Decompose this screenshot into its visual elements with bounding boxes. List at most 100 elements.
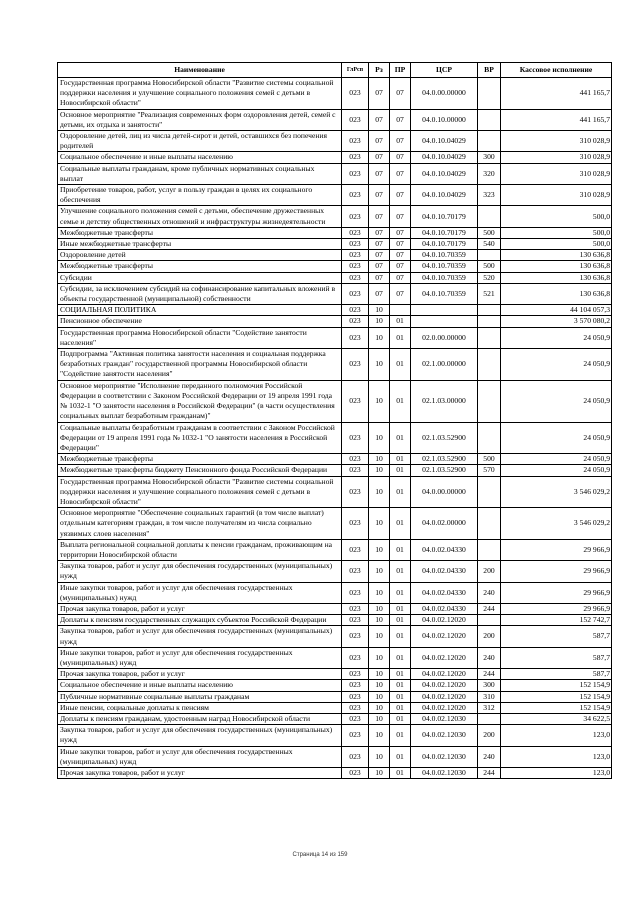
cell-csr: 04.0.02.12020	[410, 646, 478, 670]
cell-csr: 04.0.00.00000	[410, 77, 478, 110]
cell-glrsp: 023	[341, 668, 369, 681]
cell-glrsp: 023	[341, 226, 369, 240]
table-row: Прочая закупка товаров, работ и услуг 023…	[57, 766, 612, 780]
cell-vr	[477, 304, 501, 317]
cell-name: Субсидии, за исключением субсидий на соф…	[57, 282, 342, 306]
cell-amount: 24 050,9	[500, 326, 612, 350]
cell-amount: 34 622,5	[500, 712, 612, 726]
cell-amount: 587,7	[500, 668, 612, 681]
table-row: Субсидии 023 07 07 04.0.10.70359 520 130 636,8	[57, 271, 612, 284]
cell-glrsp: 023	[341, 130, 369, 153]
table-row: Оздоровление детей, лиц из числа детей-с…	[57, 130, 612, 153]
cell-pr: 07	[389, 130, 411, 153]
cell-vr: 200	[477, 625, 501, 648]
cell-csr: 04.0.10.70179	[410, 226, 478, 240]
cell-name: Государственная программа Новосибирской …	[57, 475, 342, 509]
cell-pr: 07	[389, 226, 411, 240]
cell-pr: 07	[389, 260, 411, 273]
table-row: Межбюджетные трансферты 023 07 07 04.0.10.70…	[57, 260, 612, 273]
cell-csr	[410, 304, 478, 317]
cell-vr: 500	[477, 226, 501, 240]
cell-csr: 02.1.03.52900	[410, 464, 478, 477]
cell-pr: 01	[389, 614, 411, 627]
cell-vr: 240	[477, 646, 501, 670]
cell-name: Межбюджетные трансферты бюджету Пенсионн…	[57, 464, 342, 477]
cell-name: Доплаты к пенсиям государственных служащ…	[57, 614, 342, 627]
cell-amount: 441 165,7	[500, 108, 612, 132]
cell-amount: 310 028,9	[500, 184, 612, 207]
cell-csr: 04.0.02.12030	[410, 745, 478, 769]
table-row: Социальные выплаты безработным гражданам…	[57, 421, 612, 455]
cell-glrsp: 023	[341, 326, 369, 350]
cell-name: Прочая закупка товаров, работ и услуг	[57, 602, 342, 616]
cell-name: Межбюджетные трансферты	[57, 453, 342, 466]
cell-amount: 123,0	[500, 766, 612, 780]
cell-pr: 07	[389, 238, 411, 251]
cell-vr	[477, 379, 501, 423]
cell-name: Прочая закупка товаров, работ и услуг	[57, 668, 342, 681]
table-row: Межбюджетные трансферты 023 07 07 04.0.10.70…	[57, 226, 612, 240]
table-row: Закупка товаров, работ и услуг для обесп…	[57, 724, 612, 747]
table-row: Оздоровление детей 023 07 07 04.0.10.70359 13…	[57, 249, 612, 262]
cell-name: Закупка товаров, работ и услуг для обесп…	[57, 724, 342, 747]
cell-glrsp: 023	[341, 271, 369, 284]
cell-csr: 04.0.10.70359	[410, 260, 478, 273]
cell-rz: 07	[368, 162, 390, 186]
cell-vr	[477, 712, 501, 726]
cell-rz: 07	[368, 249, 390, 262]
table-row: Основное мероприятие "Реализация совреме…	[57, 108, 612, 132]
cell-rz: 07	[368, 260, 390, 273]
cell-rz: 10	[368, 538, 390, 562]
cell-name: Подпрограмма "Активная политика занятост…	[57, 348, 342, 381]
cell-csr: 04.0.10.70359	[410, 282, 478, 306]
cell-pr: 01	[389, 315, 411, 328]
cell-csr: 04.0.02.04330	[410, 602, 478, 616]
cell-pr: 01	[389, 453, 411, 466]
cell-pr: 01	[389, 701, 411, 714]
cell-name: Доплаты к пенсиям гражданам, удостоенным…	[57, 712, 342, 726]
cell-csr: 02.1.03.52900	[410, 453, 478, 466]
cell-pr: 01	[389, 348, 411, 381]
cell-rz: 07	[368, 226, 390, 240]
cell-glrsp: 023	[341, 679, 369, 692]
cell-amount: 29 966,9	[500, 581, 612, 604]
cell-vr	[477, 108, 501, 132]
header-pr: ПР	[389, 62, 411, 78]
cell-csr: 04.0.10.70359	[410, 249, 478, 262]
cell-rz: 07	[368, 238, 390, 251]
table-row: Государственная программа Новосибирской …	[57, 475, 612, 509]
cell-glrsp: 023	[341, 766, 369, 780]
cell-glrsp: 023	[341, 538, 369, 562]
cell-glrsp: 023	[341, 745, 369, 769]
table-row: Закупка товаров, работ и услуг для обесп…	[57, 560, 612, 583]
header-csr: ЦСР	[410, 62, 478, 78]
cell-pr: 01	[389, 581, 411, 604]
cell-pr: 01	[389, 625, 411, 648]
cell-name: Закупка товаров, работ и услуг для обесп…	[57, 625, 342, 648]
budget-table: Наименование ГлРсп Рз ПР ЦСР ВР Кассовое…	[57, 62, 612, 780]
table-body: Государственная программа Новосибирской …	[57, 77, 612, 780]
cell-csr: 04.0.02.12030	[410, 712, 478, 726]
table-row: Государственная программа Новосибирской …	[57, 326, 612, 350]
cell-vr: 521	[477, 282, 501, 306]
cell-pr: 01	[389, 646, 411, 670]
cell-rz: 10	[368, 326, 390, 350]
cell-name: СОЦИАЛЬНАЯ ПОЛИТИКА	[57, 304, 342, 317]
page-number: Страница 14 из 159	[292, 852, 348, 858]
cell-glrsp: 023	[341, 421, 369, 455]
table-header-row: Наименование ГлРсп Рз ПР ЦСР ВР Кассовое…	[57, 62, 612, 78]
cell-glrsp: 023	[341, 304, 369, 317]
cell-csr: 04.0.02.12030	[410, 766, 478, 780]
table-row: Приобретение товаров, работ, услуг в пол…	[57, 184, 612, 207]
cell-name: Иные закупки товаров, работ и услуг для …	[57, 646, 342, 670]
cell-csr: 04.0.02.12020	[410, 690, 478, 703]
cell-vr: 312	[477, 701, 501, 714]
cell-name: Иные межбюджетные трансферты	[57, 238, 342, 251]
cell-glrsp: 023	[341, 315, 369, 328]
cell-glrsp: 023	[341, 249, 369, 262]
cell-rz: 10	[368, 646, 390, 670]
cell-vr: 320	[477, 162, 501, 186]
cell-pr: 01	[389, 745, 411, 769]
cell-vr	[477, 77, 501, 110]
cell-pr: 07	[389, 184, 411, 207]
